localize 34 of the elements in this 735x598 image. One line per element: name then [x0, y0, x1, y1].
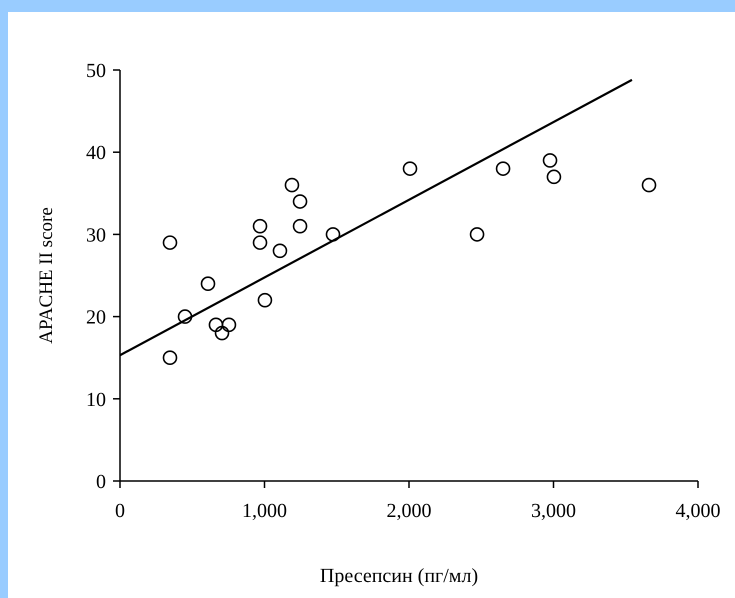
y-tick-label: 0 [96, 471, 106, 493]
point [402, 161, 418, 176]
x-tick-label: 2,000 [386, 500, 432, 522]
point [496, 161, 510, 176]
x-tick-label: 3,000 [531, 500, 576, 522]
y-axis-title: APACHE II score [36, 207, 57, 344]
y-tick-label: 10 [86, 388, 106, 411]
x-axis-title: Пресепсин (пг/мл) [320, 565, 478, 587]
x-tick-label: 0 [115, 500, 125, 522]
point [470, 227, 484, 242]
point [252, 235, 268, 250]
x-tick-label: 4,000 [676, 500, 720, 522]
point [162, 235, 178, 250]
point [252, 218, 268, 234]
point [292, 218, 308, 234]
y-tick-label: 20 [86, 306, 106, 329]
y-tick-label: 40 [86, 142, 106, 164]
y-tick-label: 50 [86, 60, 106, 82]
point [222, 318, 236, 332]
point [200, 276, 216, 292]
point [546, 170, 562, 184]
point [208, 318, 224, 332]
point [272, 244, 288, 258]
point [642, 178, 656, 192]
point [292, 194, 308, 209]
point [542, 153, 558, 168]
point [284, 178, 300, 192]
point [214, 326, 230, 340]
point [162, 350, 178, 365]
y-tick-label: 30 [86, 224, 106, 246]
point [326, 227, 340, 242]
point [178, 309, 192, 324]
point [258, 292, 272, 308]
x-tick-label: 1,000 [242, 500, 287, 522]
